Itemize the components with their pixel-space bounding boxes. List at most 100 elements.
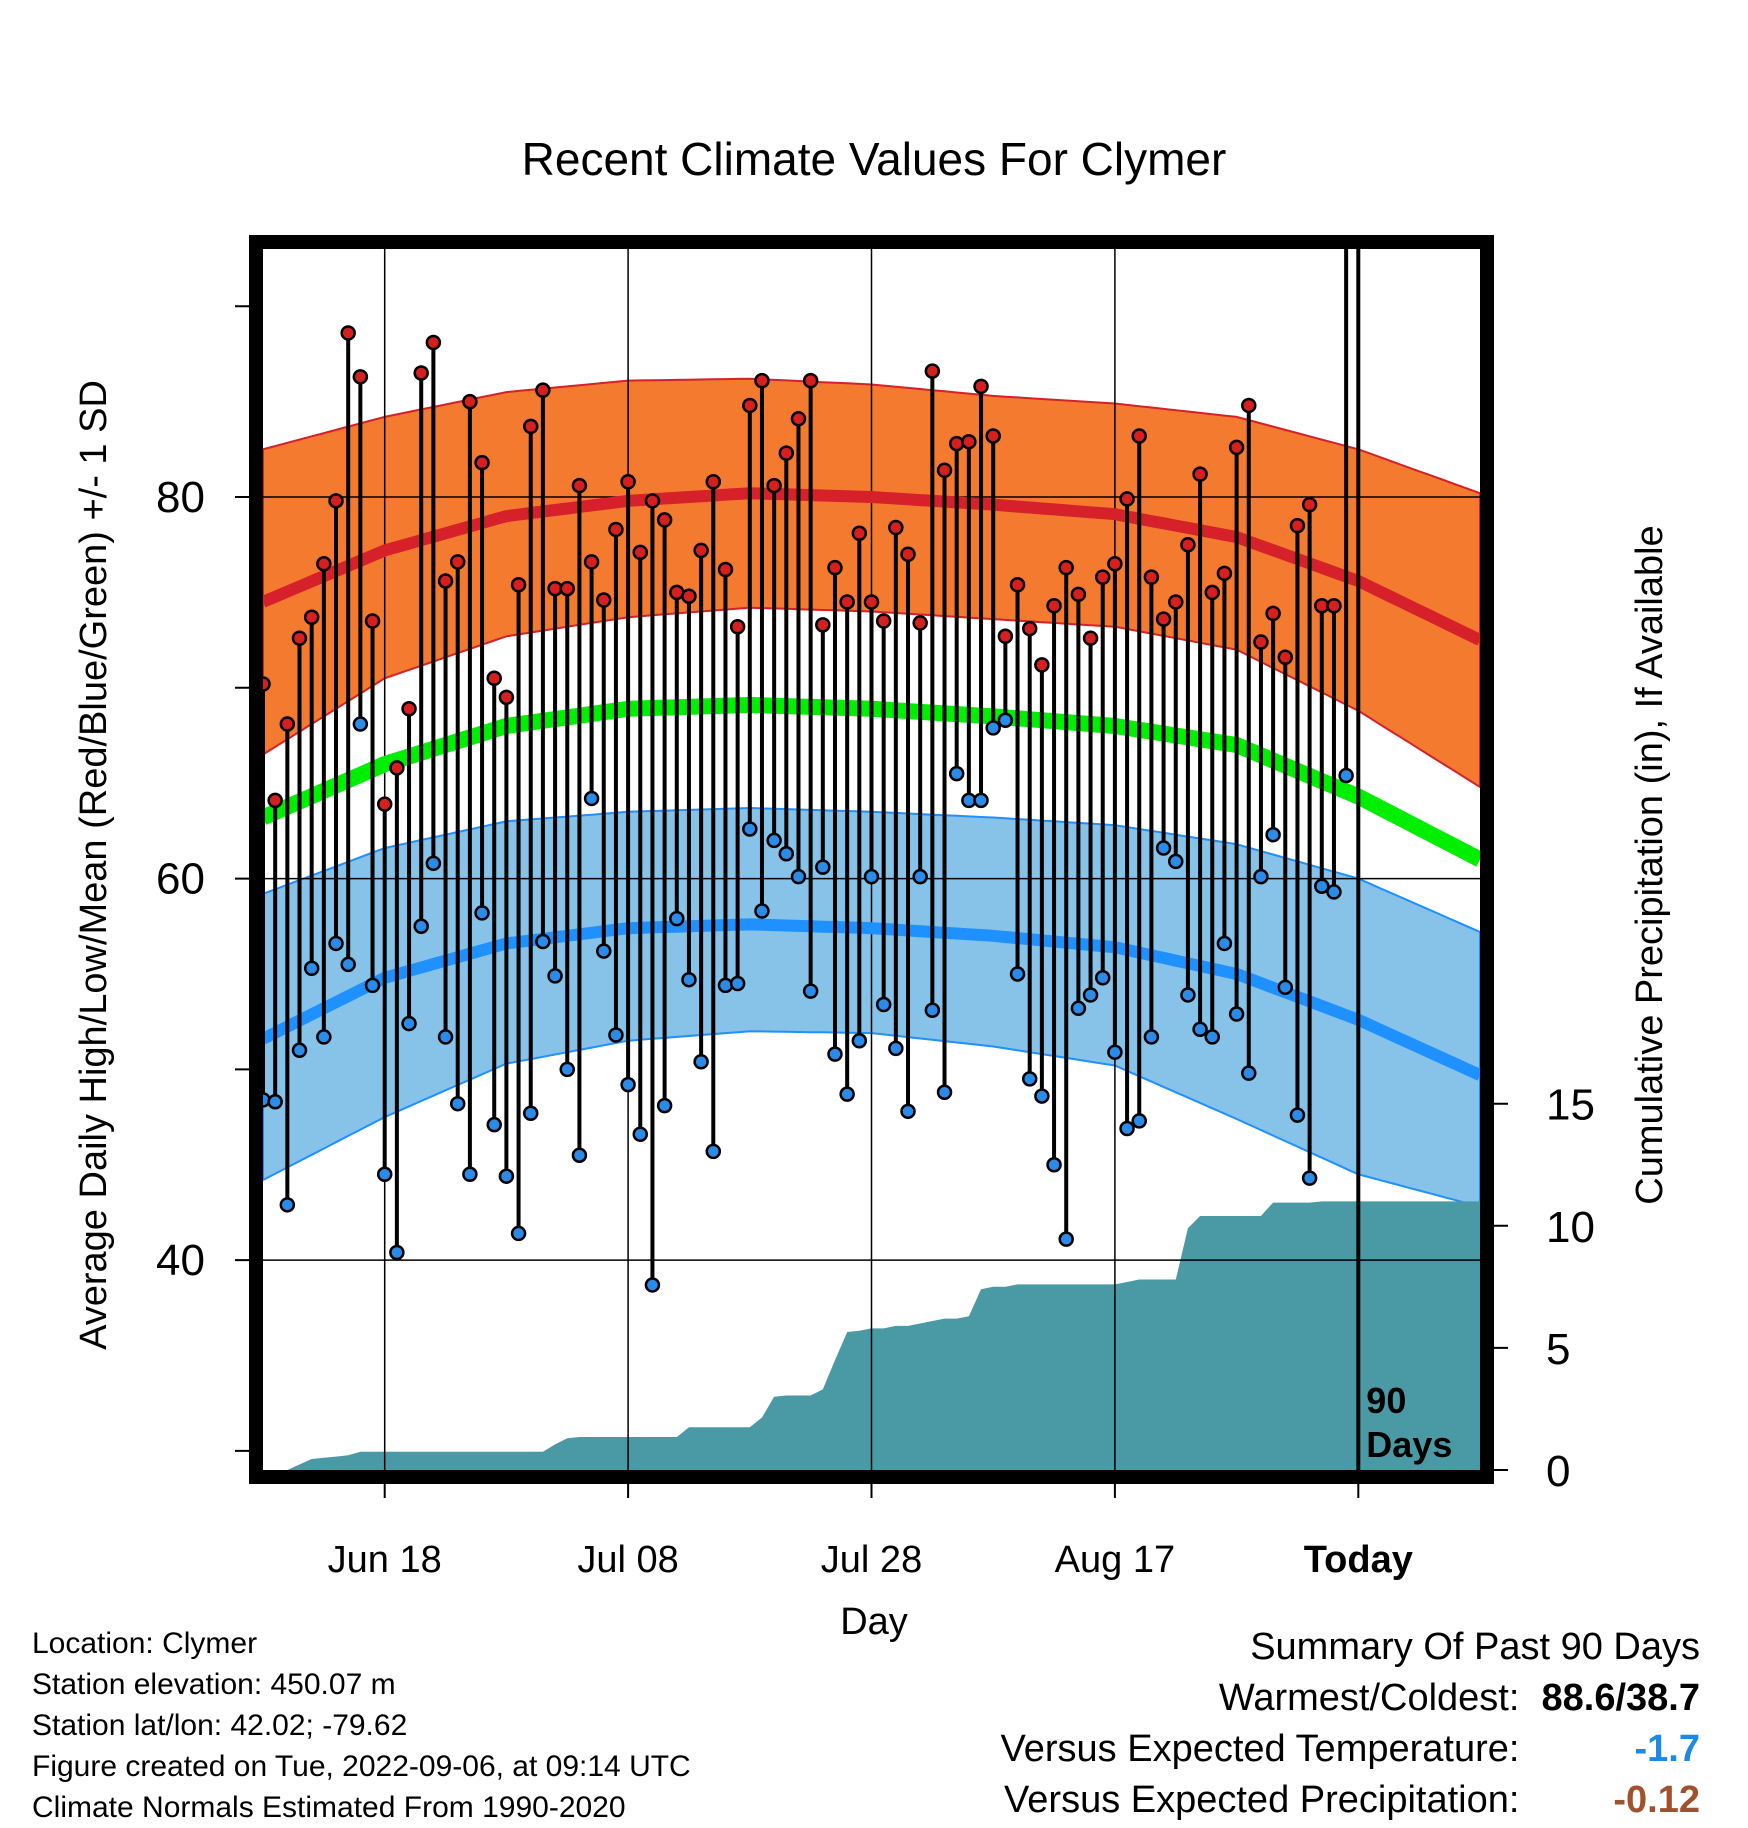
daily-low-point	[1289, 1107, 1306, 1123]
daily-high-point	[263, 676, 271, 692]
daily-low-point	[1058, 1231, 1074, 1247]
daily-high-point	[474, 454, 490, 471]
daily-low-point	[766, 832, 782, 849]
daily-low-point	[1228, 1006, 1245, 1022]
daily-high-point	[948, 435, 965, 452]
y-axis-label-left: Average Daily High/Low/Mean (Red/Blue/Gr…	[73, 380, 115, 1350]
x-tick-label: Jul 08	[577, 1539, 678, 1581]
daily-low-point	[267, 1094, 283, 1110]
daily-low-point	[778, 846, 795, 862]
created-text: Figure created on Tue, 2022-09-06, at 09…	[32, 1750, 691, 1783]
daily-high-point	[583, 554, 600, 570]
summary-precip: Versus Expected Precipitation: -0.12	[1001, 1775, 1700, 1826]
daily-low-point	[1265, 826, 1281, 843]
daily-high-point	[912, 615, 928, 631]
daily-high-point	[1277, 649, 1294, 666]
daily-high-point	[498, 689, 515, 706]
daily-high-point	[827, 559, 843, 576]
daily-high-point	[790, 411, 807, 427]
daily-high-point	[705, 474, 722, 490]
daily-high-point	[1289, 517, 1306, 534]
daily-high-point	[1107, 556, 1123, 572]
daily-high-point	[571, 477, 588, 494]
daily-high-point	[961, 433, 977, 450]
daily-high-point	[462, 393, 478, 410]
daily-high-point	[644, 493, 661, 509]
daily-high-point	[754, 372, 770, 389]
daily-high-point	[778, 445, 795, 461]
y-tick-label-right: 5	[1546, 1325, 1570, 1374]
daily-low-point	[486, 1116, 502, 1133]
daily-high-point	[437, 573, 454, 589]
daily-high-point	[425, 334, 442, 351]
daily-high-point	[1326, 598, 1342, 614]
daily-high-point	[973, 378, 989, 395]
daily-high-point	[1058, 559, 1074, 576]
daily-low-point	[815, 859, 831, 875]
daily-low-point	[924, 1002, 941, 1018]
daily-high-point	[1155, 611, 1172, 627]
daily-low-point	[303, 960, 320, 976]
daily-high-point	[1180, 536, 1196, 553]
daily-low-point	[1326, 884, 1342, 900]
daily-low-point	[462, 1166, 478, 1183]
daily-low-point	[425, 855, 442, 872]
daily-high-point	[522, 418, 539, 435]
daily-high-point	[1168, 594, 1184, 610]
daily-low-point	[437, 1029, 454, 1045]
y-tick-label-left: 80	[156, 473, 205, 522]
daily-low-point	[1338, 767, 1354, 784]
daily-low-point	[291, 1042, 308, 1059]
daily-low-point	[705, 1143, 722, 1160]
daily-high-point	[1070, 586, 1087, 603]
daily-low-point	[522, 1105, 539, 1121]
low-mean-line	[263, 918, 1480, 1081]
daily-low-point	[1143, 1029, 1160, 1045]
daily-low-point	[449, 1095, 466, 1112]
temp-label: Versus Expected Temperature:	[1000, 1728, 1520, 1770]
daily-low-point	[900, 1103, 916, 1120]
daily-high-point	[279, 716, 296, 732]
daily-low-point	[790, 868, 807, 885]
y-tick-label-left: 60	[156, 855, 205, 904]
daily-high-point	[413, 365, 429, 381]
daily-high-point	[766, 477, 782, 494]
daily-low-point	[620, 1076, 636, 1093]
station-info: Location: Clymer Station elevation: 450.…	[32, 1623, 691, 1828]
daily-high-point	[1265, 605, 1281, 622]
daily-high-point	[1253, 634, 1269, 650]
daily-low-point	[729, 975, 746, 992]
daily-low-point	[1314, 878, 1330, 894]
daily-low-point	[474, 905, 490, 921]
daily-low-point	[827, 1046, 843, 1062]
daily-low-point	[936, 1084, 953, 1101]
daily-low-point	[802, 983, 819, 999]
daily-low-point	[656, 1097, 673, 1114]
daily-low-point	[1155, 840, 1172, 856]
daily-low-point	[912, 868, 928, 885]
daily-low-point	[1046, 1157, 1062, 1173]
daily-high-point	[449, 554, 466, 570]
chart-title: Recent Climate Values For Clymer	[522, 133, 1227, 185]
daily-high-point	[352, 369, 369, 385]
daily-low-point	[875, 996, 892, 1013]
daily-high-point	[303, 609, 320, 625]
location-text: Location: Clymer	[32, 1627, 258, 1660]
daily-high-point	[316, 556, 332, 572]
daily-low-point	[547, 968, 563, 984]
latlon-text: Station lat/lon: 42.02; -79.62	[32, 1709, 408, 1742]
daily-high-point	[875, 613, 892, 629]
warmest-coldest-label: Warmest/Coldest:	[1218, 1677, 1520, 1719]
high-mean-line	[263, 487, 1480, 646]
daily-low-point	[316, 1029, 332, 1045]
daily-low-point	[742, 821, 758, 837]
daily-low-point	[1009, 966, 1026, 982]
warmest-coldest-value: 88.6/38.7	[1541, 1677, 1700, 1719]
daily-low-point	[498, 1168, 515, 1184]
daily-high-point	[620, 474, 636, 490]
daily-high-point	[1143, 569, 1160, 585]
daily-low-point	[583, 790, 600, 807]
daily-high-point	[510, 577, 527, 593]
daily-high-point	[596, 592, 612, 608]
